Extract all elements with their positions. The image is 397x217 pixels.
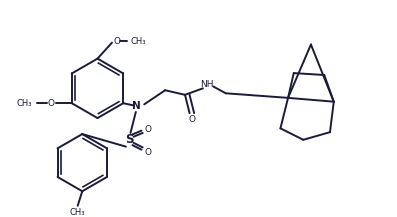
Text: O: O bbox=[145, 148, 152, 157]
Text: S: S bbox=[125, 133, 134, 146]
Text: CH₃: CH₃ bbox=[131, 37, 146, 46]
Text: O: O bbox=[188, 115, 195, 124]
Text: N: N bbox=[132, 101, 141, 111]
Text: O: O bbox=[47, 99, 54, 108]
Text: NH: NH bbox=[200, 80, 214, 89]
Text: O: O bbox=[145, 125, 152, 134]
Text: CH₃: CH₃ bbox=[70, 208, 85, 217]
Text: CH₃: CH₃ bbox=[16, 99, 32, 108]
Text: O: O bbox=[114, 37, 120, 46]
